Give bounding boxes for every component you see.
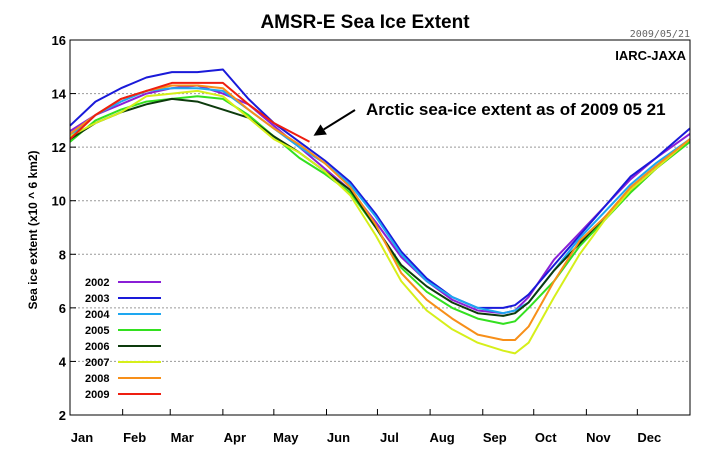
x-tick-label: Feb [123,430,146,445]
x-tick-label: Nov [586,430,611,445]
series-line-2006 [69,97,691,317]
x-tick-label: Oct [535,430,557,445]
series-lines [69,68,691,355]
x-tick-label: Jan [71,430,93,445]
legend-label: 2007 [85,357,109,369]
plot-frame [69,39,691,416]
x-tick-label: Sep [483,430,507,445]
y-tick-label: 2 [59,408,66,423]
series-line-2007 [69,89,691,355]
y-tick-label: 4 [59,354,67,369]
series-line-2004 [69,87,691,315]
y-tick-label: 16 [52,33,66,48]
source-label: IARC-JAXA [615,48,686,63]
series-line-2003 [69,68,691,309]
x-tick-label: Apr [224,430,246,445]
series-line-2008 [69,84,691,341]
chart-title: AMSR-E Sea Ice Extent [260,12,470,33]
legend-label: 2002 [85,277,109,289]
legend-label: 2008 [85,373,109,385]
series-line-2005 [69,95,691,325]
legend-label: 2009 [85,389,109,401]
annotation-arrowhead [313,124,327,136]
x-tick-label: Jul [380,430,399,445]
series-line-2002 [69,84,691,315]
x-ticks: Jan Feb Mar Apr May Jun Jul Aug Sep Oct Nov Dec [69,409,691,445]
y-tick-label: 10 [52,194,66,209]
x-tick-label: Mar [171,430,194,445]
x-tick-label: Aug [429,430,454,445]
date-stamp: 2009/05/21 [630,29,690,40]
legend-label: 2005 [85,325,109,337]
legend-label: 2004 [85,309,110,321]
annotation-text: Arctic sea-ice extent as of 2009 05 21 [366,100,666,119]
y-tick-label: 8 [59,247,66,262]
legend: 2002 2003 2004 2005 2006 2007 2008 2009 [85,277,161,401]
legend-label: 2003 [85,293,109,305]
x-tick-label: Jun [327,430,350,445]
legend-label: 2006 [85,341,109,353]
y-tick-label: 14 [52,87,67,102]
x-tick-label: Dec [637,430,661,445]
y-tick-label: 12 [52,140,66,155]
y-ticks: 2 4 6 8 10 12 14 16 [52,33,76,423]
grid [70,93,690,362]
x-tick-label: May [273,430,299,445]
y-axis-label: Sea ice extent (x10 ^ 6 km2) [26,150,40,309]
series-line-2009 [69,81,310,143]
annotation-arrow [323,109,356,131]
y-tick-label: 6 [59,301,66,316]
